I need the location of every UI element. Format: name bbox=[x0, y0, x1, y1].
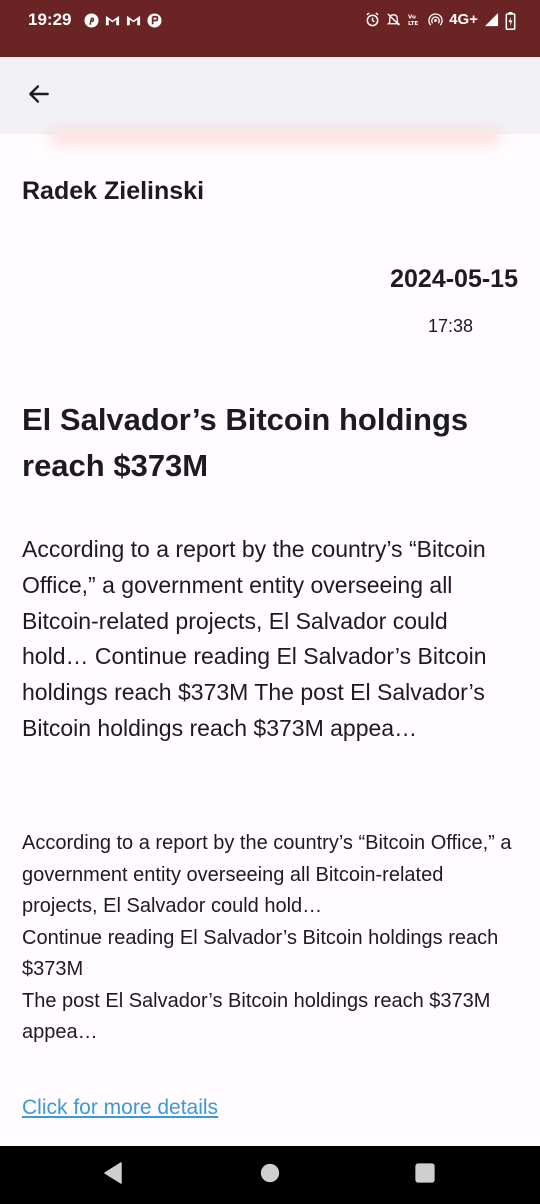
back-button[interactable] bbox=[20, 77, 58, 115]
post-author: Radek Zielinski bbox=[22, 177, 205, 205]
mute-icon bbox=[386, 12, 401, 27]
status-notification-icons bbox=[84, 10, 162, 30]
alarm-icon bbox=[365, 11, 380, 27]
arrow-back-icon bbox=[26, 81, 52, 112]
nav-recents-button[interactable] bbox=[395, 1146, 455, 1204]
nav-back-button[interactable] bbox=[84, 1146, 144, 1204]
post-date: 2024-05-15 bbox=[390, 265, 518, 293]
gmail-icon bbox=[126, 13, 141, 28]
app-bar bbox=[0, 57, 540, 134]
network-label: 4G+ bbox=[449, 10, 478, 28]
hotspot-icon bbox=[428, 12, 443, 27]
svg-text:Vo: Vo bbox=[408, 14, 416, 20]
gmail-icon bbox=[105, 13, 120, 28]
status-bar: 19:29 Vo LTE 4G+ bbox=[0, 0, 540, 57]
more-details-link[interactable]: Click for more details bbox=[22, 1096, 219, 1119]
nav-home-button[interactable] bbox=[240, 1146, 300, 1204]
back-triangle-icon bbox=[102, 1161, 126, 1190]
header-card-shadow bbox=[50, 128, 500, 134]
pinterest-icon bbox=[84, 12, 99, 28]
article-body: According to a report by the country’s “… bbox=[22, 832, 512, 1043]
notification-app-icon bbox=[147, 12, 162, 28]
battery-icon bbox=[505, 11, 516, 30]
article-title: El Salvador’s Bitcoin holdings reach $37… bbox=[22, 402, 469, 483]
volte-icon: Vo LTE bbox=[407, 12, 422, 27]
signal-icon bbox=[484, 12, 499, 27]
system-navigation-bar bbox=[0, 1146, 540, 1204]
post-time: 17:38 bbox=[427, 316, 473, 336]
recents-square-icon bbox=[414, 1162, 436, 1189]
article-summary: According to a report by the country’s “… bbox=[22, 536, 487, 741]
home-circle-icon bbox=[259, 1162, 281, 1189]
status-time: 19:29 bbox=[28, 10, 72, 29]
status-system-icons: Vo LTE 4G+ bbox=[365, 9, 516, 30]
svg-text:LTE: LTE bbox=[408, 21, 418, 27]
